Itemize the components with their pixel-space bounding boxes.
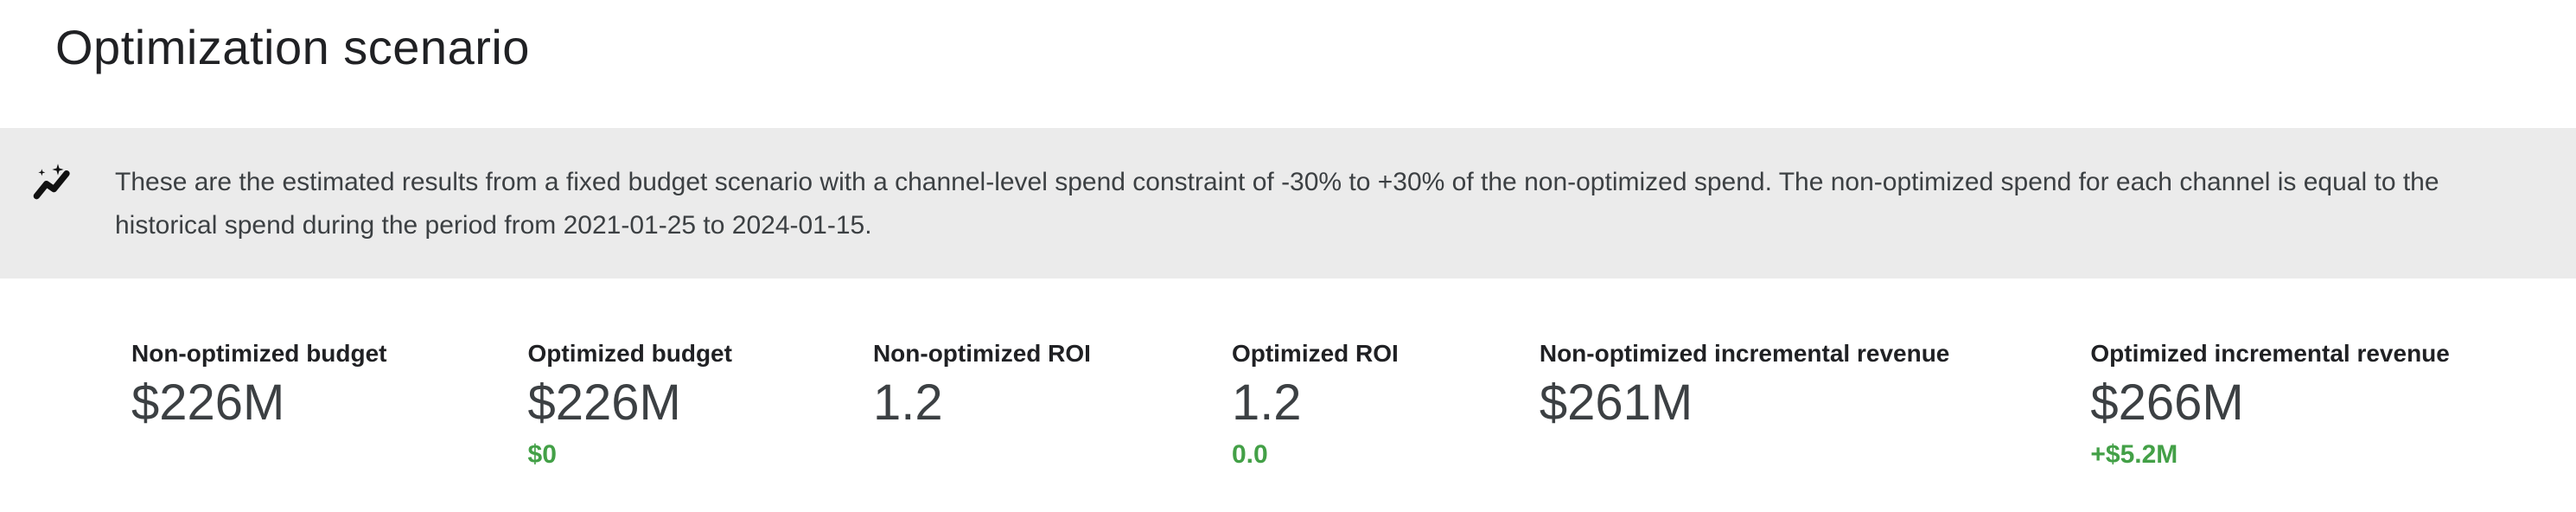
metric-value: 1.2 [872,374,943,431]
metric-card-non-optimized-roi: Non-optimized ROI 1.2 [873,339,1091,470]
metric-delta [1540,439,1950,470]
metric-label: Non-optimized budget [131,340,387,367]
metric-card-non-optimized-incremental-revenue: Non-optimized incremental revenue $261M [1540,339,1950,470]
metric-delta: 0.0 [1231,440,1268,469]
metric-value: 1.2 [1231,374,1302,431]
metric-card-optimized-incremental-revenue: Optimized incremental revenue $266M +$5.… [2090,339,2449,470]
metric-delta: $0 [527,440,557,469]
insights-trend-sparkle-icon [32,163,73,204]
metric-card-optimized-budget: Optimized budget $226M $0 [528,339,732,470]
scenario-info-banner: These are the estimated results from a f… [0,128,2576,278]
page-title: Optimization scenario [55,20,530,74]
metric-label: Non-optimized ROI [872,340,1091,367]
metric-label: Optimized ROI [1231,340,1399,367]
metric-label: Optimized incremental revenue [2090,340,2450,367]
metric-label: Optimized budget [527,340,732,367]
metric-label: Non-optimized incremental revenue [1539,340,1950,367]
metric-card-non-optimized-budget: Non-optimized budget $226M [131,339,387,470]
metric-delta [131,439,387,470]
metrics-row: Non-optimized budget $226M Optimized bud… [0,339,2576,470]
metric-delta [873,439,1091,470]
metric-value: $266M [2090,374,2244,431]
metric-value: $226M [527,374,681,431]
metric-card-optimized-roi: Optimized ROI 1.2 0.0 [1232,339,1399,470]
metric-delta: +$5.2M [2090,440,2178,469]
metric-value: $226M [131,374,285,431]
scenario-description: These are the estimated results from a f… [115,168,2439,240]
metric-value: $261M [1539,374,1693,431]
